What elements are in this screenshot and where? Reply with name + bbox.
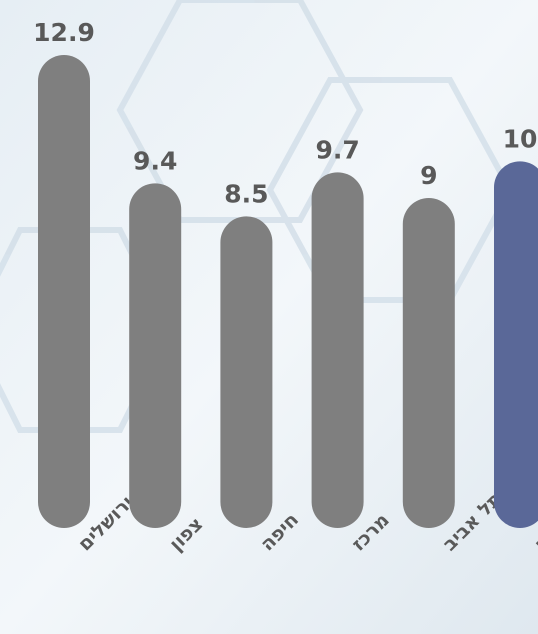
value-label: 9 [420, 161, 437, 190]
value-label: 9.7 [315, 135, 359, 164]
bar [129, 183, 182, 529]
value-label: 8.5 [224, 179, 268, 208]
bar [220, 216, 273, 529]
value-label: 12.9 [33, 18, 95, 47]
bar [494, 161, 538, 528]
bar [311, 172, 364, 529]
bar [402, 198, 455, 528]
value-label: 9.4 [133, 146, 177, 175]
bar [38, 55, 90, 528]
value-label: 10 [503, 124, 538, 153]
